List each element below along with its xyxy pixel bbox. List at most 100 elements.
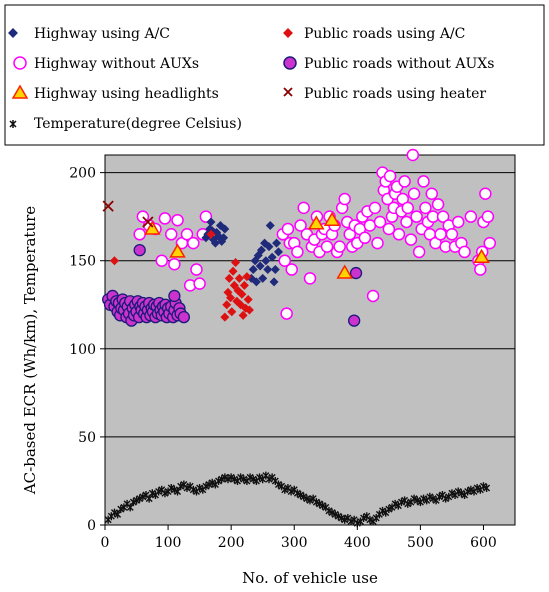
point-highway-noaux bbox=[425, 187, 438, 201]
point-public-noaux bbox=[168, 289, 181, 303]
legend-box bbox=[4, 4, 545, 146]
point-highway-noaux bbox=[285, 263, 298, 276]
point-highway-noaux bbox=[280, 307, 293, 320]
point-highway-ac bbox=[248, 265, 258, 275]
x-tick-label: 200 bbox=[218, 535, 245, 551]
point-highway-noaux bbox=[199, 210, 213, 223]
point-highway-noaux bbox=[479, 187, 492, 201]
point-highway-noaux bbox=[417, 175, 430, 188]
point-public-ac bbox=[109, 256, 119, 266]
point-highway-noaux bbox=[155, 254, 169, 267]
point-highway-noaux bbox=[171, 213, 184, 227]
x-tick-label: 100 bbox=[155, 535, 182, 551]
point-highway-noaux bbox=[401, 201, 415, 215]
legend-marker-highway-ac bbox=[8, 28, 18, 38]
point-highway-noaux bbox=[481, 210, 495, 223]
point-highway-ac bbox=[206, 217, 216, 227]
point-highway-noaux bbox=[358, 231, 372, 245]
x-tick-label: 0 bbox=[101, 535, 110, 551]
point-highway-noaux bbox=[366, 289, 380, 303]
point-public-noaux bbox=[348, 314, 361, 327]
point-highway-noaux bbox=[291, 245, 304, 259]
point-public-ac bbox=[228, 266, 238, 276]
point-highway-ac bbox=[269, 277, 279, 287]
point-public-ac bbox=[226, 293, 236, 303]
point-highway-noaux bbox=[278, 254, 292, 267]
series-temperature bbox=[104, 471, 491, 528]
point-highway-noaux bbox=[294, 219, 307, 232]
point-temperature bbox=[483, 484, 491, 492]
legend-entry-public-heater: Public roads using heater bbox=[283, 86, 486, 102]
point-highway-noaux bbox=[436, 210, 450, 223]
point-highway-noaux bbox=[297, 201, 310, 215]
point-highway-noaux bbox=[333, 240, 346, 253]
point-highway-ac bbox=[220, 224, 230, 234]
series-public-ac bbox=[109, 229, 254, 322]
legend-label-highway-headlights: Highway using headlights bbox=[34, 86, 219, 102]
point-highway-noaux bbox=[410, 210, 423, 223]
x-tick-label: 300 bbox=[281, 535, 308, 551]
point-public-ac bbox=[227, 307, 237, 317]
legend-marker-temperature bbox=[9, 120, 17, 128]
legend-marker-public-noaux bbox=[283, 56, 297, 70]
point-highway-noaux bbox=[190, 263, 203, 276]
y-tick-label: 100 bbox=[69, 342, 96, 358]
point-public-ac bbox=[206, 229, 216, 239]
legend-entry-public-noaux: Public roads without AUXs bbox=[283, 56, 494, 72]
point-highway-noaux bbox=[451, 215, 465, 229]
point-highway-ac bbox=[261, 256, 271, 266]
point-highway-noaux bbox=[400, 215, 413, 229]
legend-marker-highway-headlights bbox=[11, 84, 29, 99]
point-highway-ac bbox=[251, 277, 261, 287]
point-highway-noaux bbox=[133, 228, 146, 241]
point-highway-noaux bbox=[187, 236, 200, 250]
point-highway-ac bbox=[264, 242, 274, 252]
y-tick-label: 150 bbox=[69, 254, 96, 270]
point-public-ac bbox=[222, 300, 232, 310]
point-highway-ac bbox=[265, 220, 275, 230]
point-public-ac bbox=[238, 310, 248, 320]
point-highway-ac bbox=[270, 265, 280, 275]
point-highway-ac bbox=[267, 252, 277, 262]
legend-label-public-noaux: Public roads without AUXs bbox=[304, 56, 494, 72]
legend-label-public-heater: Public roads using heater bbox=[304, 86, 486, 102]
gridlines bbox=[105, 172, 515, 438]
point-highway-noaux bbox=[392, 228, 406, 241]
legend-entry-highway-noaux: Highway without AUXs bbox=[13, 56, 199, 72]
point-highway-noaux bbox=[338, 192, 351, 206]
point-public-heater bbox=[142, 216, 154, 228]
x-tick-label: 400 bbox=[344, 535, 371, 551]
point-public-ac bbox=[237, 289, 247, 299]
point-highway-noaux bbox=[193, 277, 206, 290]
point-highway-noaux bbox=[368, 201, 382, 215]
point-public-noaux bbox=[349, 266, 363, 280]
y-tick-label: 200 bbox=[69, 166, 96, 182]
point-public-ac bbox=[231, 257, 241, 267]
point-highway-noaux bbox=[371, 236, 384, 250]
legend-entry-public-ac: Public roads using A/C bbox=[283, 26, 465, 42]
point-public-ac bbox=[220, 312, 230, 322]
point-highway-noaux bbox=[303, 272, 317, 285]
point-highway-noaux bbox=[406, 148, 420, 162]
legend-label-highway-ac: Highway using A/C bbox=[34, 26, 170, 42]
point-highway-noaux bbox=[407, 187, 421, 201]
point-public-noaux bbox=[133, 243, 146, 257]
axes: 0 50 100 150 200 0 100 200 300 400 500 600 bbox=[69, 166, 497, 551]
point-highway-noaux bbox=[458, 245, 471, 259]
series-highway-noaux bbox=[133, 148, 497, 320]
point-highway-noaux bbox=[320, 240, 334, 253]
point-highway-ac bbox=[256, 245, 266, 255]
point-highway-ac bbox=[258, 273, 268, 283]
point-highway-noaux bbox=[281, 222, 295, 236]
point-highway-noaux bbox=[419, 201, 432, 215]
point-public-ac bbox=[229, 280, 239, 290]
y-axis-title: AC-based ECR (Wh/km), Temperature bbox=[21, 206, 39, 495]
plot-area bbox=[104, 154, 516, 526]
point-highway-noaux bbox=[412, 245, 426, 259]
point-highway-noaux bbox=[404, 233, 418, 246]
point-highway-noaux bbox=[180, 228, 194, 241]
point-highway-noaux bbox=[164, 228, 178, 241]
point-highway-noaux bbox=[445, 228, 459, 241]
point-highway-ac bbox=[272, 238, 282, 248]
